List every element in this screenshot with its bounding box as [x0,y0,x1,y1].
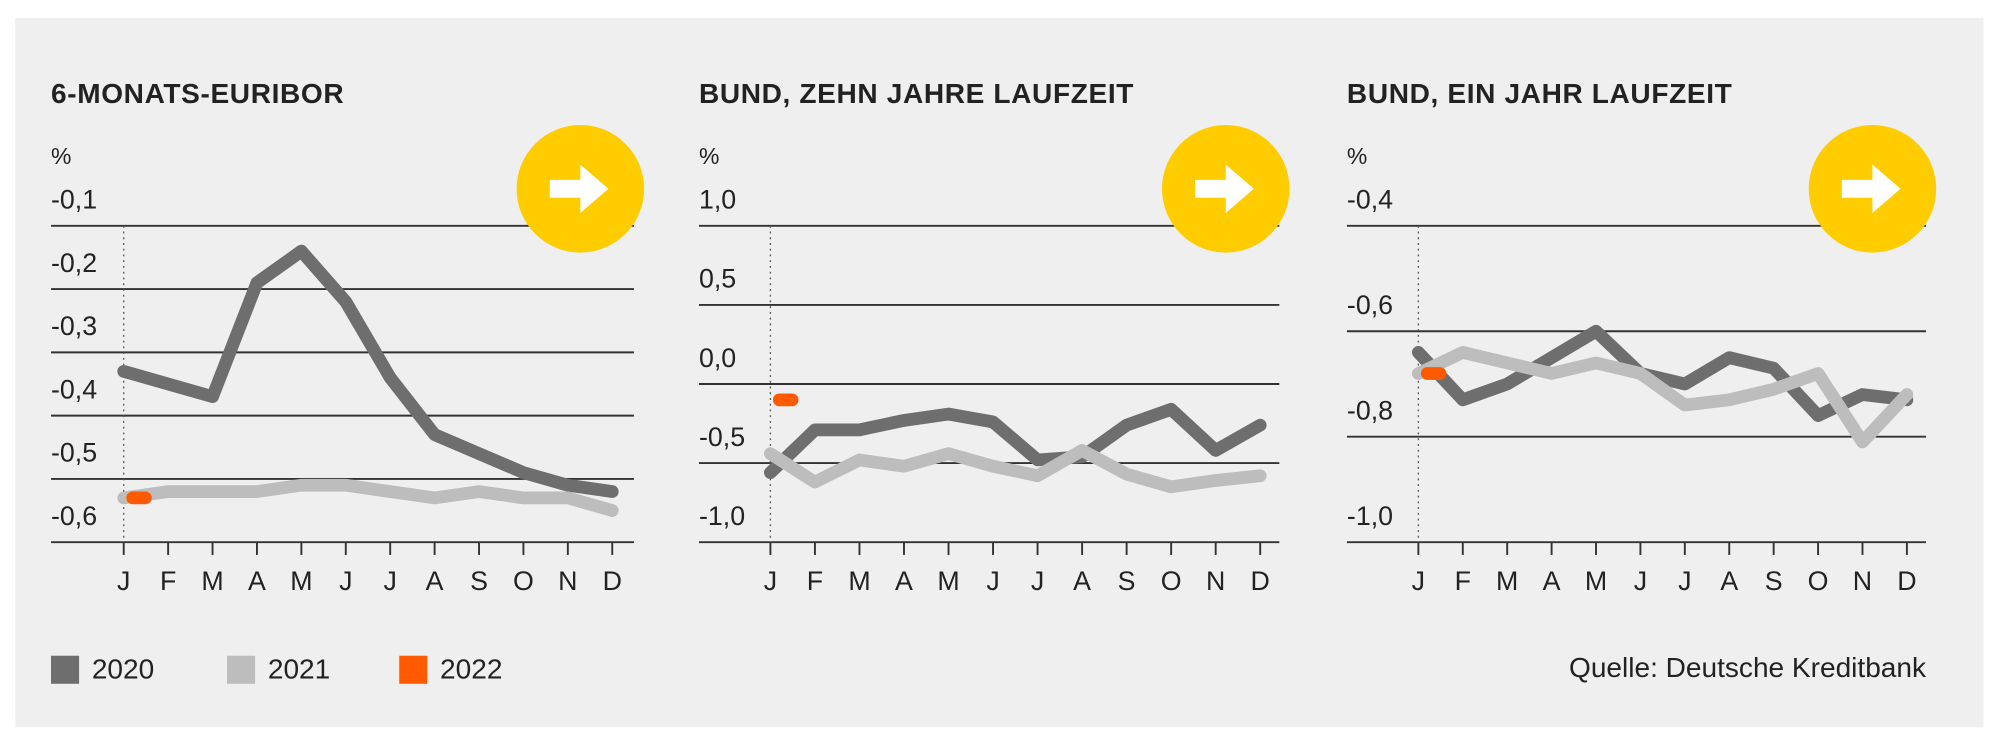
chart-title: 6-MONATS-EURIBOR [51,78,344,109]
legend-swatch [399,655,428,684]
chart-title: BUND, EIN JAHR LAUFZEIT [1347,78,1732,109]
x-tick-label: F [160,566,176,596]
x-tick-label: O [1161,566,1182,596]
next-button[interactable] [516,125,645,253]
x-tick-label: S [1118,566,1136,596]
y-tick-label: 0,5 [699,264,736,294]
y-tick-label: -0,5 [51,438,97,468]
x-tick-label: D [1251,566,1270,596]
y-tick-label: -0,8 [1347,396,1393,426]
x-tick-label: N [1206,566,1225,596]
x-tick-label: J [986,566,999,596]
arrow-icon[interactable] [1841,164,1901,214]
x-tick-label: A [1543,566,1561,596]
x-tick-label: J [1678,566,1691,596]
legend-label: 2021 [268,653,330,684]
source: Quelle: Deutsche Kreditbank [1569,652,1927,683]
x-tick-label: O [513,566,534,596]
y-tick-label: -0,3 [51,311,97,341]
panel [15,17,1984,728]
chart-title: BUND, ZEHN JAHRE LAUFZEIT [699,78,1134,109]
x-tick-label: M [1585,566,1607,596]
y-tick-label: -1,0 [699,501,745,531]
y-tick-label: -0,4 [51,374,97,404]
x-tick-label: J [1412,566,1425,596]
series-line [1411,345,1914,449]
series-line [117,478,619,517]
legend-swatch [227,655,256,684]
x-tick-label: M [937,566,959,596]
series-line [764,444,1267,494]
x-tick-label: M [848,566,870,596]
x-tick-label: N [1853,566,1872,596]
y-tick-label: -0,5 [699,422,745,452]
x-tick-label: J [1634,566,1647,596]
arrow-icon[interactable] [1195,164,1254,214]
arrow-icon[interactable] [549,164,609,214]
x-tick-label: N [558,566,577,596]
y-tick-label: 1,0 [699,185,736,215]
unit-label: % [51,143,71,169]
unit-label: % [699,143,719,169]
legend-label: 2022 [440,653,502,684]
x-tick-label: D [1897,566,1916,596]
next-button[interactable] [1161,125,1290,253]
x-tick-label: M [1496,566,1518,596]
series-line [764,402,1267,479]
legend-swatch [51,655,80,684]
x-tick-label: J [383,566,396,596]
next-button[interactable] [1808,125,1937,253]
x-tick-label: A [1073,566,1091,596]
x-tick-label: M [290,566,312,596]
x-tick-label: S [470,566,488,596]
x-tick-label: F [1455,566,1471,596]
y-tick-label: -0,6 [1347,290,1393,320]
series-line [117,244,619,498]
x-tick-label: M [201,566,223,596]
x-tick-label: F [807,566,823,596]
y-tick-label: -0,4 [1347,185,1393,215]
x-tick-label: J [117,566,130,596]
x-tick-label: J [339,566,352,596]
x-tick-label: D [603,566,622,596]
x-tick-label: O [1808,566,1829,596]
y-tick-label: -0,2 [51,248,97,278]
series-line [1411,324,1914,423]
x-tick-label: A [1720,566,1738,596]
y-tick-label: -0,6 [51,501,97,531]
legend-label: 2020 [92,653,154,684]
y-tick-label: 0,0 [699,343,736,373]
x-tick-label: A [895,566,913,596]
x-tick-label: J [764,566,777,596]
y-tick-label: -0,1 [51,185,97,215]
x-tick-label: A [248,566,266,596]
y-tick-label: -1,0 [1347,501,1393,531]
x-tick-label: A [426,566,444,596]
x-tick-label: J [1031,566,1044,596]
unit-label: % [1347,143,1367,169]
x-tick-label: S [1765,566,1783,596]
